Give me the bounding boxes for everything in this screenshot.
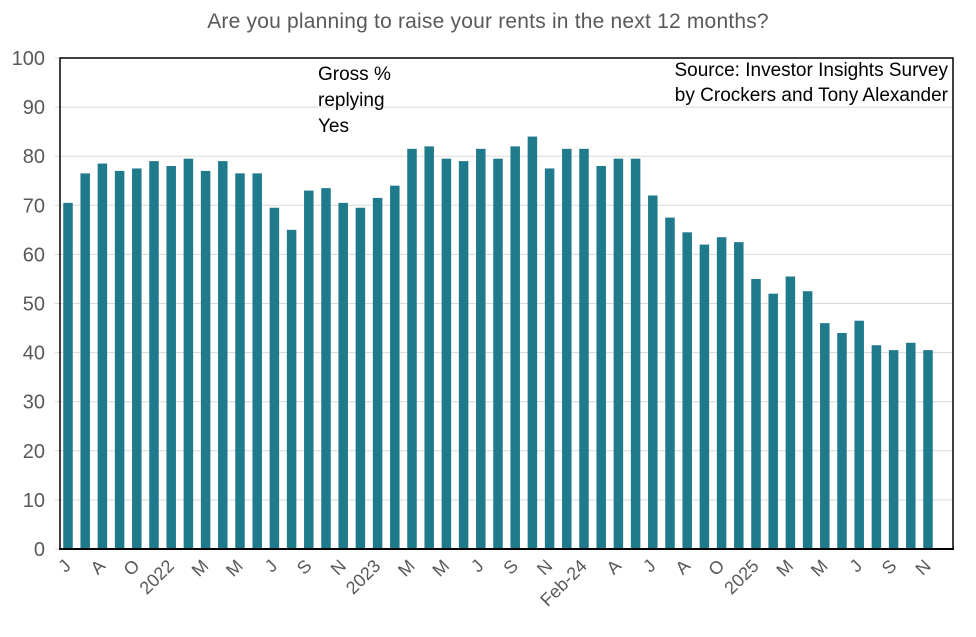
x-axis-label: S	[293, 556, 316, 579]
bar	[699, 244, 710, 549]
x-axis-label: A	[671, 556, 694, 579]
y-axis-label: 50	[23, 294, 45, 316]
x-axis-label: A	[603, 556, 626, 579]
bar	[596, 166, 606, 549]
bar	[802, 291, 813, 549]
x-axis-label: O	[120, 556, 144, 580]
bar	[768, 293, 778, 549]
x-axis-label: 2023	[342, 556, 384, 598]
bar	[458, 161, 469, 550]
y-axis-label: 100	[12, 48, 45, 70]
bar	[665, 217, 675, 549]
x-axis-label: J	[261, 556, 282, 577]
bar	[269, 207, 280, 549]
x-axis-label: O	[704, 556, 728, 580]
x-axis-label: J	[639, 556, 660, 577]
bar	[906, 342, 916, 549]
bar	[390, 185, 400, 549]
x-axis-label: M	[394, 556, 419, 581]
x-axis-label: A	[87, 556, 110, 579]
bar	[166, 166, 176, 549]
bar	[235, 173, 245, 549]
bar	[888, 350, 899, 549]
y-axis-label: 10	[23, 490, 45, 512]
bar	[923, 350, 933, 549]
chart-title: Are you planning to raise your rents in …	[207, 10, 769, 33]
chart-annotation: Gross % replying Yes	[318, 64, 391, 137]
x-axis-label: M	[188, 556, 213, 581]
x-axis-label: J	[467, 556, 488, 577]
y-axis-label: 80	[23, 146, 45, 168]
bar	[183, 158, 194, 549]
bar	[493, 158, 503, 549]
bar	[286, 229, 297, 549]
x-axis-label: S	[499, 556, 522, 579]
x-axis-label: 2022	[136, 556, 178, 598]
bar	[510, 146, 520, 549]
x-axis-label: N	[327, 556, 350, 579]
bar	[63, 202, 73, 549]
y-axis-label: 70	[23, 195, 45, 217]
bar	[441, 158, 452, 549]
bar	[544, 168, 555, 549]
bar	[476, 148, 486, 549]
bar	[630, 158, 641, 549]
source-note: Source: Investor Insights Survey by Croc…	[674, 60, 948, 106]
bar	[321, 188, 331, 549]
bar	[579, 148, 589, 549]
bar	[613, 158, 624, 549]
x-axis-label: M	[428, 556, 453, 581]
bar	[562, 148, 572, 549]
bar	[114, 170, 125, 549]
bar	[149, 161, 159, 550]
x-axis-label: N	[533, 556, 556, 579]
bar	[97, 163, 108, 549]
x-axis-label: J	[54, 556, 75, 577]
bar	[304, 190, 314, 549]
bar	[407, 148, 417, 549]
y-axis-label: 40	[23, 343, 45, 365]
bar	[80, 173, 90, 549]
bar	[871, 345, 882, 549]
bar	[424, 146, 434, 549]
y-axis-label: 30	[23, 392, 45, 414]
bar	[716, 237, 727, 549]
y-axis-label: 60	[23, 244, 45, 266]
y-axis-label: 90	[23, 97, 45, 119]
x-axis-label: S	[878, 556, 901, 579]
x-axis-label: M	[772, 556, 797, 581]
bar	[785, 276, 796, 549]
bar	[252, 173, 262, 549]
bar	[200, 170, 211, 549]
x-axis-label: 2025	[720, 556, 762, 598]
bar	[734, 242, 744, 550]
bar	[751, 278, 761, 549]
bar	[338, 202, 348, 549]
x-axis-label: N	[911, 556, 934, 579]
x-axis-label: M	[222, 556, 247, 581]
bar	[648, 195, 658, 550]
y-axis-label: 20	[23, 441, 45, 463]
bar	[132, 168, 142, 549]
x-axis-label: M	[807, 556, 832, 581]
bar	[372, 197, 383, 549]
bar	[820, 323, 830, 549]
bar	[837, 332, 847, 549]
y-axis-label: 0	[34, 539, 45, 561]
bar	[527, 136, 538, 549]
bar	[218, 161, 228, 550]
bar	[854, 320, 864, 549]
x-axis-label: J	[846, 556, 867, 577]
bar	[355, 207, 366, 549]
bar	[682, 232, 692, 549]
